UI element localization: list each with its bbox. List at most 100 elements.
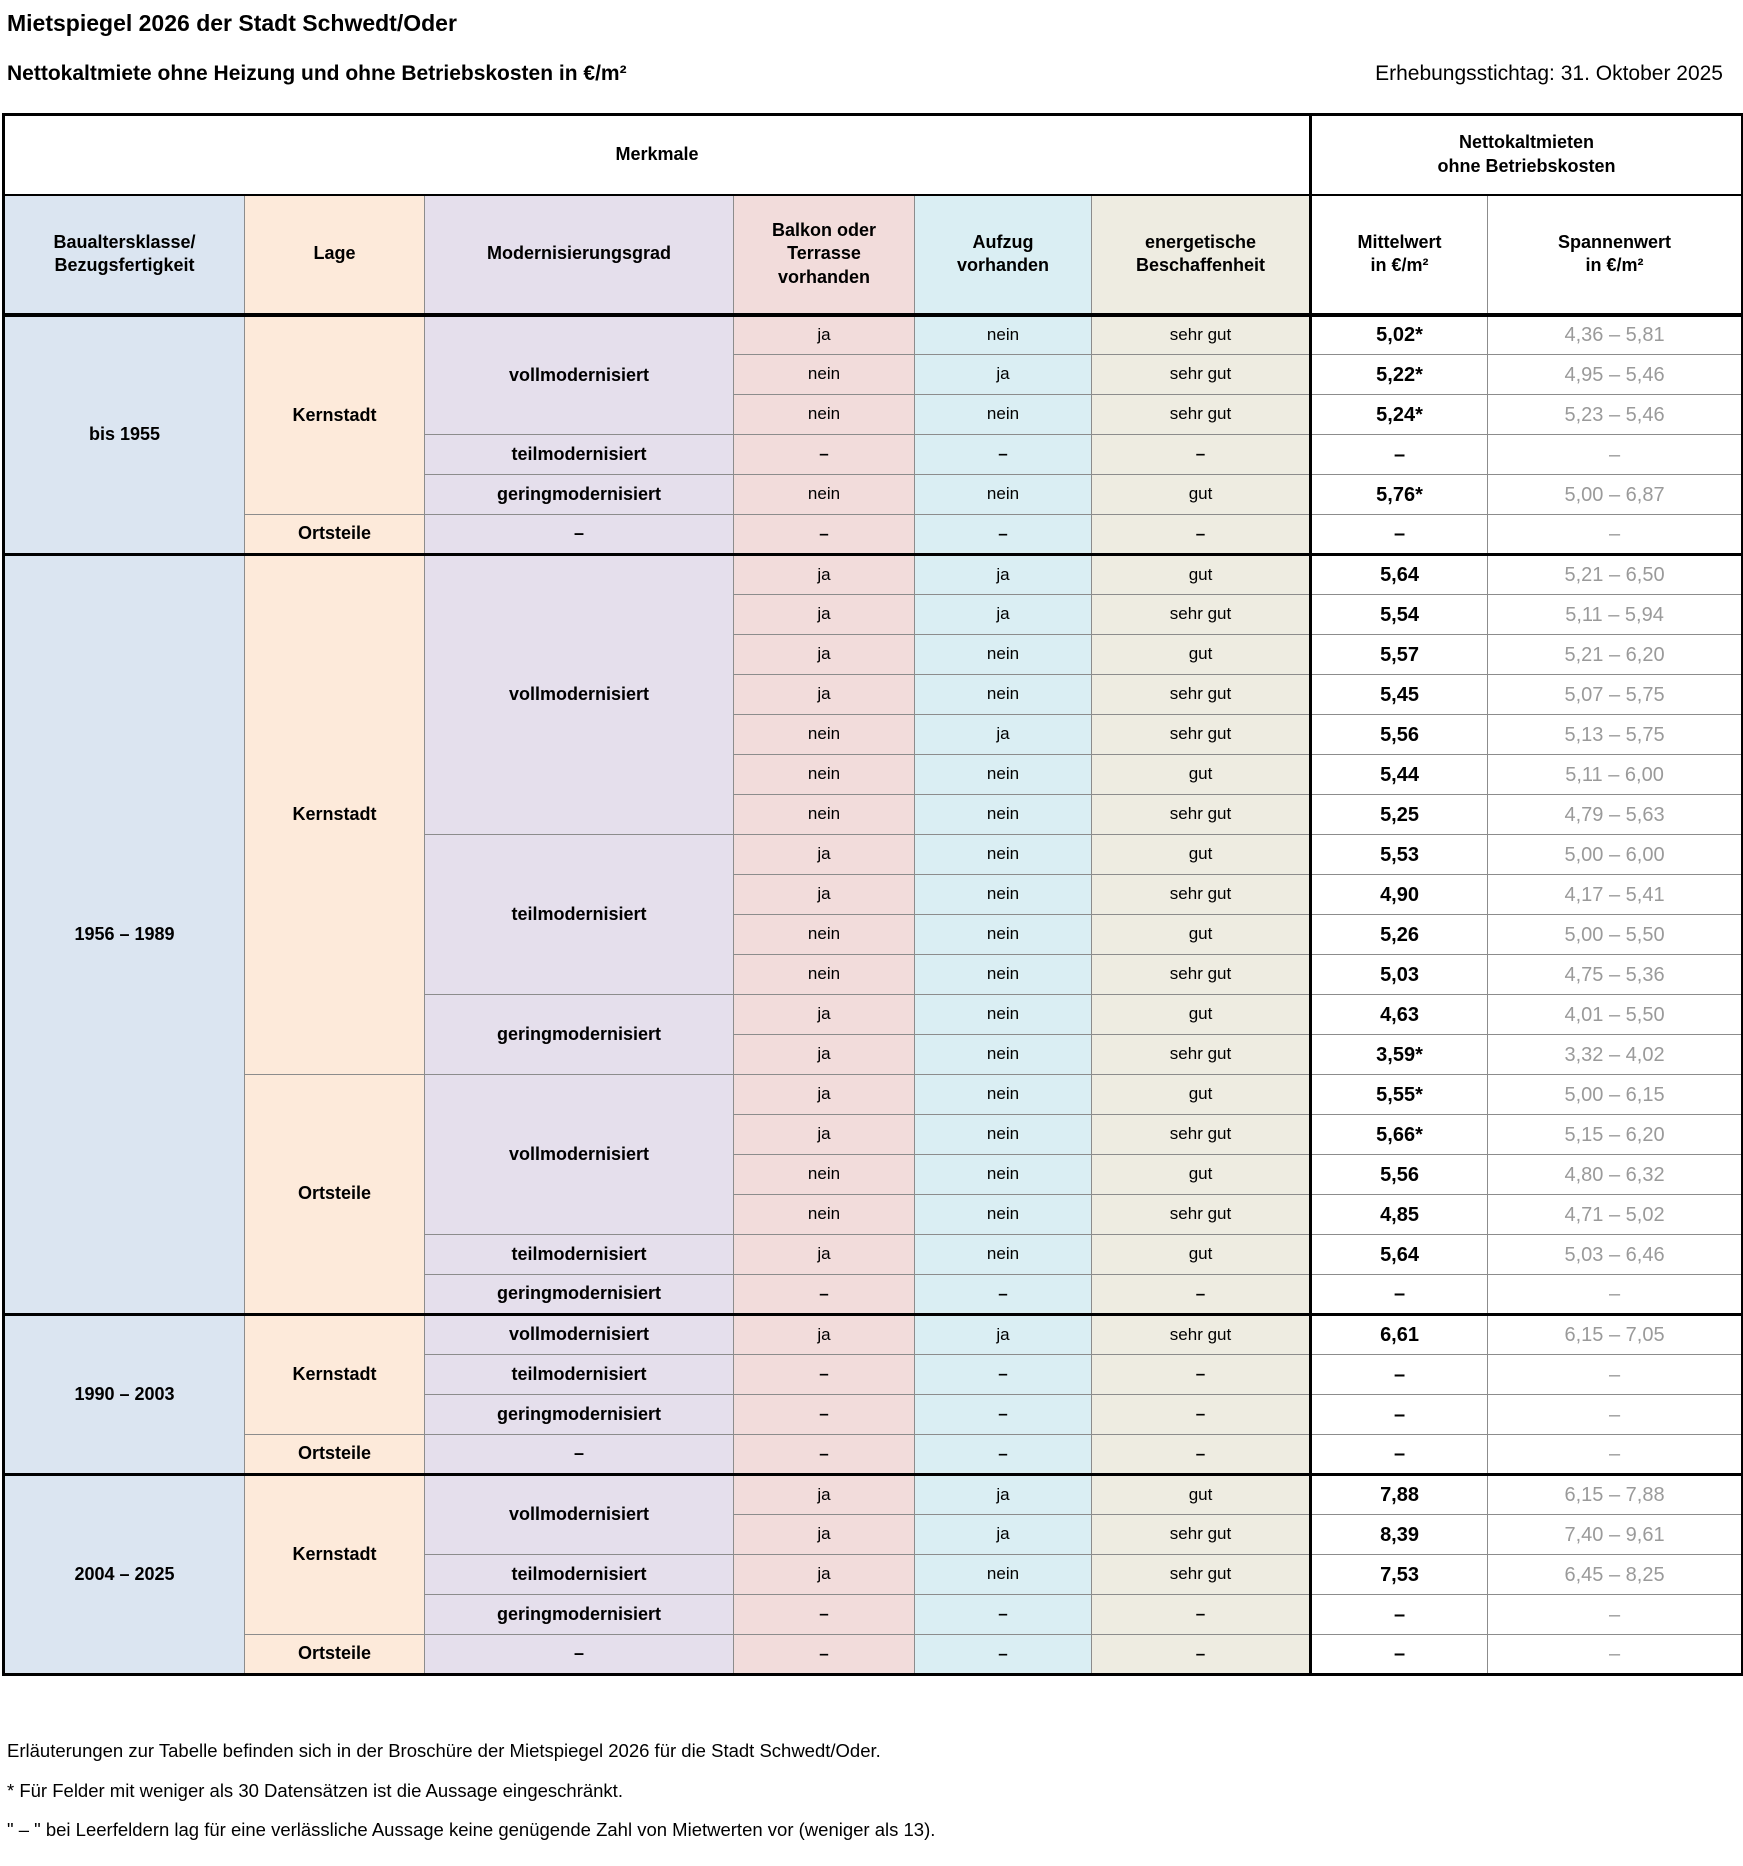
modernisierungsgrad-cell: – bbox=[424, 1434, 734, 1475]
spannenwert-cell: 4,95 – 5,46 bbox=[1487, 354, 1743, 395]
spannenwert-cell: – bbox=[1487, 434, 1743, 475]
aufzug-cell: nein bbox=[914, 634, 1092, 675]
modernisierungsgrad-cell: teilmodernisiert bbox=[424, 434, 734, 475]
aufzug-cell: nein bbox=[914, 754, 1092, 795]
balkon-cell: ja bbox=[733, 1554, 915, 1595]
spannenwert-cell: 7,40 – 9,61 bbox=[1487, 1514, 1743, 1555]
balkon-cell: – bbox=[733, 1594, 915, 1635]
column-header-row: Baualtersklasse/ Bezugsfertigkeit Lage M… bbox=[3, 194, 1743, 317]
energie-cell: gut bbox=[1090, 634, 1312, 675]
aufzug-cell: ja bbox=[914, 714, 1092, 755]
mittelwert-cell: 5,76* bbox=[1309, 474, 1489, 515]
energie-cell: gut bbox=[1090, 994, 1312, 1035]
spannenwert-cell: 4,71 – 5,02 bbox=[1487, 1194, 1743, 1235]
balkon-cell: ja bbox=[733, 1514, 915, 1555]
energie-cell: sehr gut bbox=[1090, 1313, 1312, 1355]
balkon-cell: – bbox=[733, 434, 915, 475]
balkon-cell: ja bbox=[733, 1034, 915, 1075]
spannenwert-cell: 5,21 – 6,20 bbox=[1487, 634, 1743, 675]
aufzug-cell: nein bbox=[914, 874, 1092, 915]
balkon-cell: ja bbox=[733, 553, 915, 595]
balkon-cell: – bbox=[733, 1354, 915, 1395]
aufzug-cell: nein bbox=[914, 794, 1092, 835]
table-row: geringmodernisiert ja nein gut 4,63 4,01 – 5,… bbox=[4, 994, 1743, 1075]
spannenwert-cell: – bbox=[1487, 514, 1743, 555]
aufzug-cell: – bbox=[914, 1594, 1092, 1635]
energie-cell: gut bbox=[1090, 474, 1312, 515]
aufzug-cell: – bbox=[914, 434, 1092, 475]
mittelwert-cell: 5,45 bbox=[1309, 674, 1489, 715]
spannenwert-cell: – bbox=[1487, 1274, 1743, 1315]
spannenwert-cell: 3,32 – 4,02 bbox=[1487, 1034, 1743, 1075]
balkon-cell: nein bbox=[733, 474, 915, 515]
balkon-cell: ja bbox=[733, 1473, 915, 1515]
aufzug-cell: nein bbox=[914, 954, 1092, 995]
mittelwert-cell: 5,24* bbox=[1309, 394, 1489, 435]
energie-cell: – bbox=[1090, 514, 1312, 555]
column-header-spannenwert: Spannenwert in €/m² bbox=[1487, 194, 1743, 317]
energie-cell: sehr gut bbox=[1090, 954, 1312, 995]
aufzug-cell: ja bbox=[914, 1514, 1092, 1555]
mittelwert-cell: – bbox=[1309, 1434, 1489, 1475]
age-class-cell: bis 1955 bbox=[3, 313, 245, 555]
aufzug-cell: ja bbox=[914, 553, 1092, 595]
modernisierungsgrad-cell: teilmodernisiert bbox=[424, 1234, 734, 1275]
table-header: Merkmale Nettokaltmieten ohne Betriebsko… bbox=[2, 114, 1743, 317]
modernisierungsgrad-cell: vollmodernisiert bbox=[424, 553, 734, 835]
energie-cell: sehr gut bbox=[1090, 354, 1312, 395]
table-row: 1956 – 1989 Kernstadt vollmodernisiert ja ja… bbox=[3, 553, 1743, 1315]
mittelwert-cell: – bbox=[1309, 1394, 1489, 1435]
energie-cell: gut bbox=[1090, 553, 1312, 595]
spannenwert-cell: 4,79 – 5,63 bbox=[1487, 794, 1743, 835]
balkon-cell: nein bbox=[733, 954, 915, 995]
spannenwert-cell: 4,75 – 5,36 bbox=[1487, 954, 1743, 995]
balkon-cell: – bbox=[733, 1434, 915, 1475]
spannenwert-cell: – bbox=[1487, 1394, 1743, 1435]
age-class-cell: 1956 – 1989 bbox=[3, 553, 245, 1315]
energie-cell: gut bbox=[1090, 1234, 1312, 1275]
modernisierungsgrad-cell: vollmodernisiert bbox=[424, 1074, 734, 1235]
energie-cell: – bbox=[1090, 1634, 1312, 1675]
balkon-cell: ja bbox=[733, 313, 915, 355]
mittelwert-cell: 4,90 bbox=[1309, 874, 1489, 915]
table-row: nein nein gut 5,56 4,80 – 6,32 bbox=[4, 1154, 1743, 1195]
spannenwert-cell: 5,11 – 6,00 bbox=[1487, 754, 1743, 795]
page-subtitle: Nettokaltmiete ohne Heizung und ohne Bet… bbox=[7, 62, 627, 85]
table-row: geringmodernisiert – – – – – bbox=[4, 1274, 1743, 1315]
modernisierungsgrad-cell: teilmodernisiert bbox=[424, 1354, 734, 1395]
aufzug-cell: – bbox=[914, 1434, 1092, 1475]
mittelwert-cell: 6,61 bbox=[1309, 1313, 1489, 1355]
energie-cell: sehr gut bbox=[1090, 1514, 1312, 1555]
balkon-cell: nein bbox=[733, 914, 915, 955]
balkon-cell: nein bbox=[733, 394, 915, 435]
aufzug-cell: ja bbox=[914, 354, 1092, 395]
table-row: Ortsteile – – – – – – bbox=[4, 1634, 1743, 1675]
modernisierungsgrad-cell: geringmodernisiert bbox=[424, 1594, 734, 1635]
balkon-cell: ja bbox=[733, 1234, 915, 1275]
table-row: ja nein sehr gut 4,90 4,17 – 5,41 bbox=[4, 874, 1743, 915]
mittelwert-cell: 5,54 bbox=[1309, 594, 1489, 635]
modernisierungsgrad-cell: geringmodernisiert bbox=[424, 1394, 734, 1435]
balkon-cell: ja bbox=[733, 594, 915, 635]
balkon-cell: – bbox=[733, 1274, 915, 1315]
balkon-cell: – bbox=[733, 1634, 915, 1675]
table-row: ja nein sehr gut 3,59* 3,32 – 4,02 bbox=[4, 1034, 1743, 1075]
spannenwert-cell: – bbox=[1487, 1634, 1743, 1675]
energie-cell: sehr gut bbox=[1090, 313, 1312, 355]
mittelwert-cell: 8,39 bbox=[1309, 1514, 1489, 1555]
balkon-cell: ja bbox=[733, 634, 915, 675]
balkon-cell: nein bbox=[733, 714, 915, 755]
balkon-cell: nein bbox=[733, 1194, 915, 1235]
table-row: teilmodernisiert ja nein gut 5,64 5,03 – 6,46 bbox=[4, 1234, 1743, 1275]
aufzug-cell: – bbox=[914, 1274, 1092, 1315]
aufzug-cell: nein bbox=[914, 474, 1092, 515]
table-row: ja ja sehr gut 8,39 7,40 – 9,61 bbox=[4, 1514, 1743, 1555]
table-row: teilmodernisiert ja nein gut 5,53 5,00 – 6,00 bbox=[4, 834, 1743, 995]
spannenwert-cell: 4,01 – 5,50 bbox=[1487, 994, 1743, 1035]
spannenwert-cell: 5,13 – 5,75 bbox=[1487, 714, 1743, 755]
modernisierungsgrad-cell: teilmodernisiert bbox=[424, 1554, 734, 1595]
modernisierungsgrad-cell: teilmodernisiert bbox=[424, 834, 734, 995]
footnotes: Erläuterungen zur Tabelle befinden sich … bbox=[7, 1741, 1741, 1840]
spannenwert-cell: – bbox=[1487, 1434, 1743, 1475]
footnote-dash: " – " bei Leerfeldern lag für eine verlä… bbox=[7, 1819, 936, 1840]
